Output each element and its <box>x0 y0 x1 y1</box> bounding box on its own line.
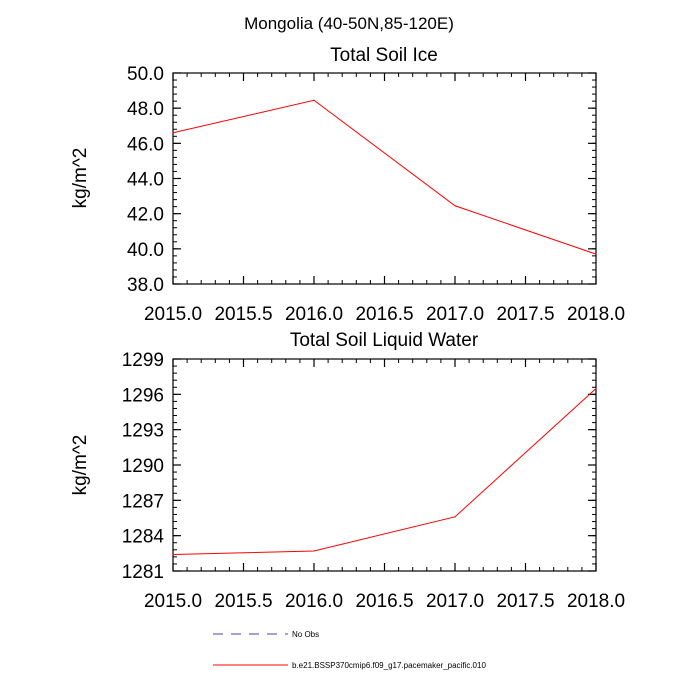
soil-ice-x-tick-label: 2015.0 <box>144 304 202 325</box>
soil-liquid-water-data-point <box>454 516 456 518</box>
soil-liquid-water-y-tick-label: 1287 <box>122 491 164 512</box>
soil-ice-y-tick-label: 38.0 <box>127 275 164 296</box>
soil-ice-y-tick-label: 48.0 <box>127 99 164 120</box>
soil-ice-x-tick-label: 2015.5 <box>214 304 272 325</box>
soil-ice-x-tick-label: 2017.0 <box>426 304 484 325</box>
legend-label-model: b.e21.BSSP370cmip6.f09_g17.pacemaker_pac… <box>292 661 486 670</box>
soil-liquid-water-x-tick-label: 2017.5 <box>496 591 554 612</box>
soil-liquid-water-y-tick-label: 1293 <box>122 421 164 442</box>
soil-ice-data-point <box>313 99 315 101</box>
soil-liquid-water-y-tick-label: 1284 <box>122 527 165 548</box>
soil-ice-data-point <box>172 132 174 134</box>
soil-ice-y-tick-label: 42.0 <box>127 205 164 226</box>
soil-liquid-water-x-tick-label: 2016.0 <box>285 591 343 612</box>
soil-liquid-water-title: Total Soil Liquid Water <box>290 330 479 351</box>
soil-ice-data-point <box>454 205 456 207</box>
soil-liquid-water-plot-frame <box>172 358 597 572</box>
legend: No Obs b.e21.BSSP370cmip6.f09_g17.pacema… <box>213 630 486 670</box>
figure-title: Mongolia (40-50N,85-120E) <box>244 14 454 33</box>
soil-ice-x-tick-label: 2016.0 <box>285 304 343 325</box>
soil-liquid-water-y-tick-label: 1281 <box>122 562 164 583</box>
soil-liquid-water-y-tick-label: 1299 <box>122 350 164 371</box>
soil-ice-y-tick-label: 50.0 <box>127 64 164 85</box>
soil-ice-panel: Total Soil Ice kg/m^2 2015.0 2015.5 2016.0… <box>70 45 625 325</box>
soil-ice-title: Total Soil Ice <box>330 45 438 66</box>
soil-ice-x-tick-label: 2017.5 <box>496 304 554 325</box>
soil-liquid-water-data-point <box>313 550 315 552</box>
legend-label-no-obs: No Obs <box>292 630 319 639</box>
soil-liquid-water-ylabel: kg/m^2 <box>70 435 91 496</box>
soil-ice-y-tick-label: 44.0 <box>127 170 164 191</box>
soil-ice-y-tick-label: 40.0 <box>127 240 164 261</box>
soil-liquid-water-x-tick-label: 2018.0 <box>567 591 625 612</box>
soil-ice-x-tick-label: 2016.5 <box>355 304 413 325</box>
soil-liquid-water-panel: Total Soil Liquid Water kg/m^2 2015.0 201… <box>70 330 625 612</box>
soil-liquid-water-x-tick-label: 2016.5 <box>355 591 413 612</box>
soil-ice-data-point <box>595 253 597 255</box>
soil-liquid-water-series-line <box>172 388 597 556</box>
soil-ice-plot-frame <box>172 72 597 285</box>
soil-liquid-water-data-point <box>595 387 597 390</box>
soil-liquid-water-x-tick-label: 2015.5 <box>214 591 272 612</box>
soil-ice-y-tick-label: 46.0 <box>127 134 164 155</box>
soil-liquid-water-x-tick-label: 2015.0 <box>144 591 202 612</box>
soil-ice-ylabel: kg/m^2 <box>70 148 91 209</box>
soil-liquid-water-x-tick-label: 2017.0 <box>426 591 484 612</box>
soil-ice-x-tick-label: 2018.0 <box>567 304 625 325</box>
soil-ice-series-line <box>172 99 597 255</box>
soil-liquid-water-y-tick-label: 1290 <box>122 456 164 477</box>
soil-liquid-water-y-tick-label: 1296 <box>122 385 164 406</box>
soil-liquid-water-data-point <box>172 553 174 556</box>
